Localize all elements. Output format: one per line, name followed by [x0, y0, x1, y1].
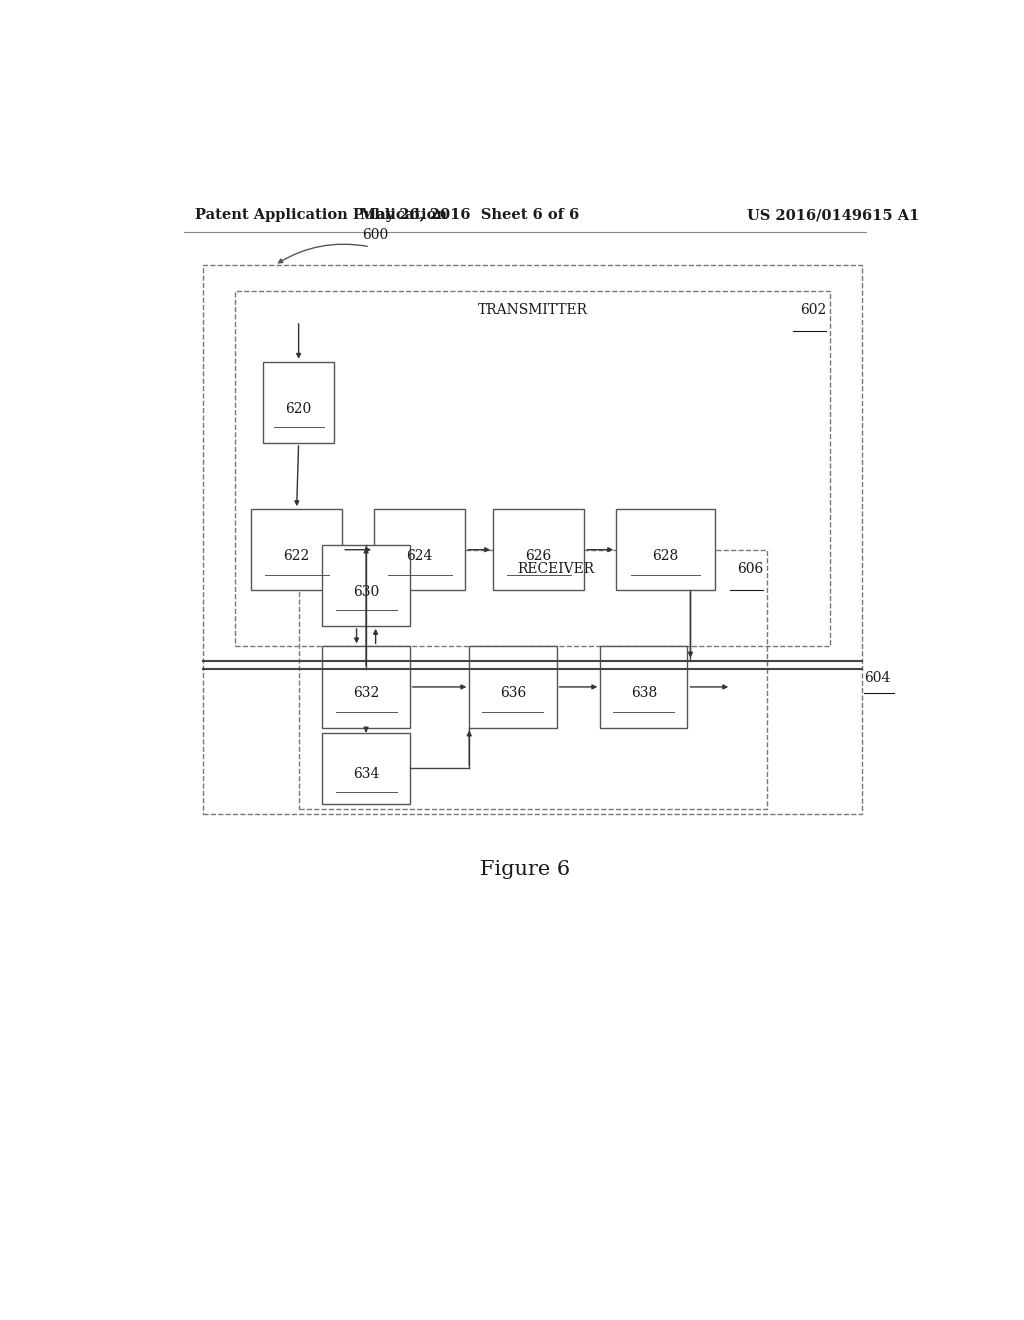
Text: 626: 626: [525, 549, 552, 564]
Bar: [323, 733, 410, 804]
Text: 636: 636: [500, 686, 526, 701]
Text: 600: 600: [362, 228, 388, 242]
Text: 634: 634: [353, 767, 379, 781]
Text: 620: 620: [286, 401, 311, 416]
Bar: [299, 549, 767, 809]
Bar: [469, 647, 557, 727]
Text: 624: 624: [407, 549, 433, 564]
Bar: [204, 265, 862, 814]
Bar: [323, 545, 410, 626]
Bar: [236, 290, 830, 647]
Text: 606: 606: [736, 562, 763, 576]
Text: RECEIVER: RECEIVER: [517, 562, 595, 576]
Bar: [494, 510, 585, 590]
Bar: [374, 510, 465, 590]
Text: US 2016/0149615 A1: US 2016/0149615 A1: [748, 209, 920, 222]
Text: 632: 632: [353, 686, 379, 701]
Bar: [323, 647, 410, 727]
Bar: [600, 647, 687, 727]
Text: Figure 6: Figure 6: [479, 861, 570, 879]
Text: 622: 622: [284, 549, 310, 564]
Text: 628: 628: [652, 549, 679, 564]
Text: TRANSMITTER: TRANSMITTER: [478, 302, 588, 317]
Bar: [263, 362, 334, 444]
Text: 638: 638: [631, 686, 657, 701]
Text: 630: 630: [353, 585, 379, 599]
Text: May 26, 2016  Sheet 6 of 6: May 26, 2016 Sheet 6 of 6: [359, 209, 579, 222]
Bar: [251, 510, 342, 590]
Bar: [616, 510, 716, 590]
Text: 602: 602: [800, 302, 826, 317]
Text: Patent Application Publication: Patent Application Publication: [196, 209, 447, 222]
Text: 604: 604: [863, 671, 890, 685]
